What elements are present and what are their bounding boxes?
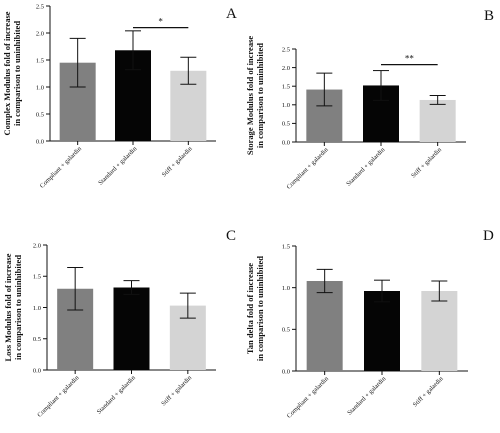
category-label: Compliant + galardin [36, 374, 81, 419]
panel-letter: B [484, 8, 494, 24]
y-tick-label: 2.0 [36, 30, 44, 37]
bar [113, 287, 150, 370]
y-tick-label: 1.5 [282, 84, 290, 91]
significance-marker: ** [405, 54, 415, 64]
category-label: Standard + galardin [345, 146, 387, 188]
category-label: Stiff + galardin [160, 374, 194, 408]
category-label: Compliant + galardin [286, 375, 331, 420]
chart-panel-d: D 0.0 0.5 1.0 1.5 Tan delta fold of increase i… [245, 228, 494, 420]
y-tick-label: 1.5 [282, 243, 290, 250]
y-axis-label: Tan delta fold of increase [245, 263, 255, 354]
category-label: Compliant + galardin [285, 146, 330, 191]
y-tick-label: 0.5 [33, 336, 41, 343]
category-label: Stiff + galardin [412, 375, 446, 409]
chart-panel-b: B 0.0 0.5 1.0 1.5 2.0 2.5 Storage Modulus fold … [245, 8, 494, 191]
category-label: Stiff + galardin [161, 145, 195, 179]
y-axis-label: in comparison to uninhibited [12, 21, 22, 126]
y-tick-label: 2.5 [282, 46, 290, 53]
bar [364, 291, 400, 371]
panel-letter: A [226, 6, 237, 22]
y-axis-label: in comparison to uninhibited [255, 43, 265, 148]
y-tick-label: 1.5 [33, 274, 41, 281]
y-tick-label: 1.0 [282, 285, 290, 292]
category-label: Standard + galardin [96, 374, 138, 416]
bar [421, 291, 458, 371]
panel-letter: D [483, 228, 494, 244]
y-tick-label: 1.0 [36, 84, 44, 91]
chart-panel-a: A 0.0 0.5 1.0 1.5 2.0 2.5 Complex Modulus fold … [2, 3, 237, 189]
y-tick-label: 0.0 [33, 367, 41, 374]
y-tick-label: 2.0 [282, 65, 290, 72]
y-tick-label: 1.5 [36, 57, 44, 64]
category-label: Standard + galardin [97, 145, 139, 187]
chart-panel-c: C 0.0 0.5 1.0 1.5 2.0 Loss Modulus fold of inc… [3, 228, 236, 419]
y-axis-label: in comparison to uninhibited [255, 256, 265, 361]
bar [419, 99, 456, 142]
category-label: Standard + galardin [346, 375, 388, 417]
y-tick-label: 2.5 [36, 3, 44, 10]
y-axis-label: in comparison to uninhibited [13, 255, 23, 360]
y-axis-label: Loss Modulus fold of increase [3, 253, 13, 361]
y-tick-label: 1.0 [33, 305, 41, 312]
significance-marker: * [158, 17, 163, 27]
y-axis-label: Storage Modulus fold of increase [245, 36, 255, 156]
y-tick-label: 0.5 [282, 327, 290, 334]
category-label: Compliant + galardin [39, 145, 84, 190]
y-tick-label: 0.0 [36, 138, 44, 145]
y-tick-label: 2.0 [33, 242, 41, 249]
y-tick-label: 0.0 [282, 368, 290, 375]
y-tick-label: 1.0 [282, 102, 290, 109]
panel-letter: C [226, 228, 236, 244]
category-label: Stiff + galardin [410, 146, 444, 180]
y-tick-label: 0.0 [282, 139, 290, 146]
bar [306, 281, 343, 371]
y-tick-label: 0.5 [282, 121, 290, 128]
y-tick-label: 0.5 [36, 111, 44, 118]
y-axis-label: Complex Modulus fold of increase [2, 11, 12, 135]
